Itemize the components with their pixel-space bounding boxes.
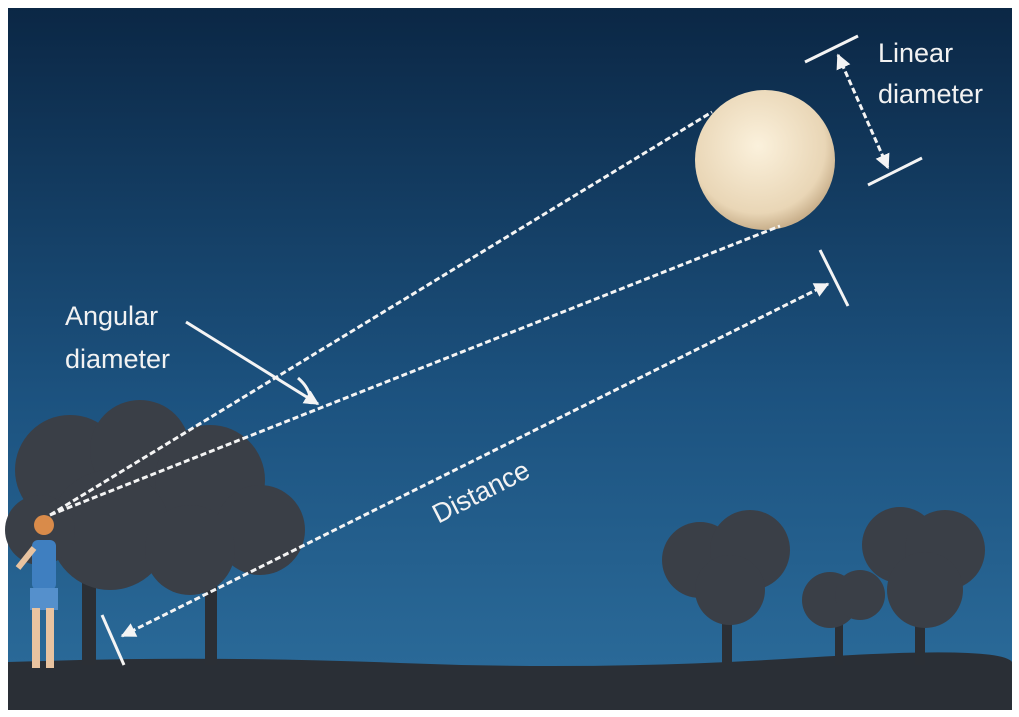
moon — [695, 90, 835, 230]
linear-label: diameter — [878, 79, 983, 109]
angular-label: Angular — [65, 301, 158, 331]
angular-label: diameter — [65, 344, 170, 374]
linear-label: Linear — [878, 38, 953, 68]
diagram: Linear diameter Angular diameter Distanc… — [0, 0, 1019, 717]
